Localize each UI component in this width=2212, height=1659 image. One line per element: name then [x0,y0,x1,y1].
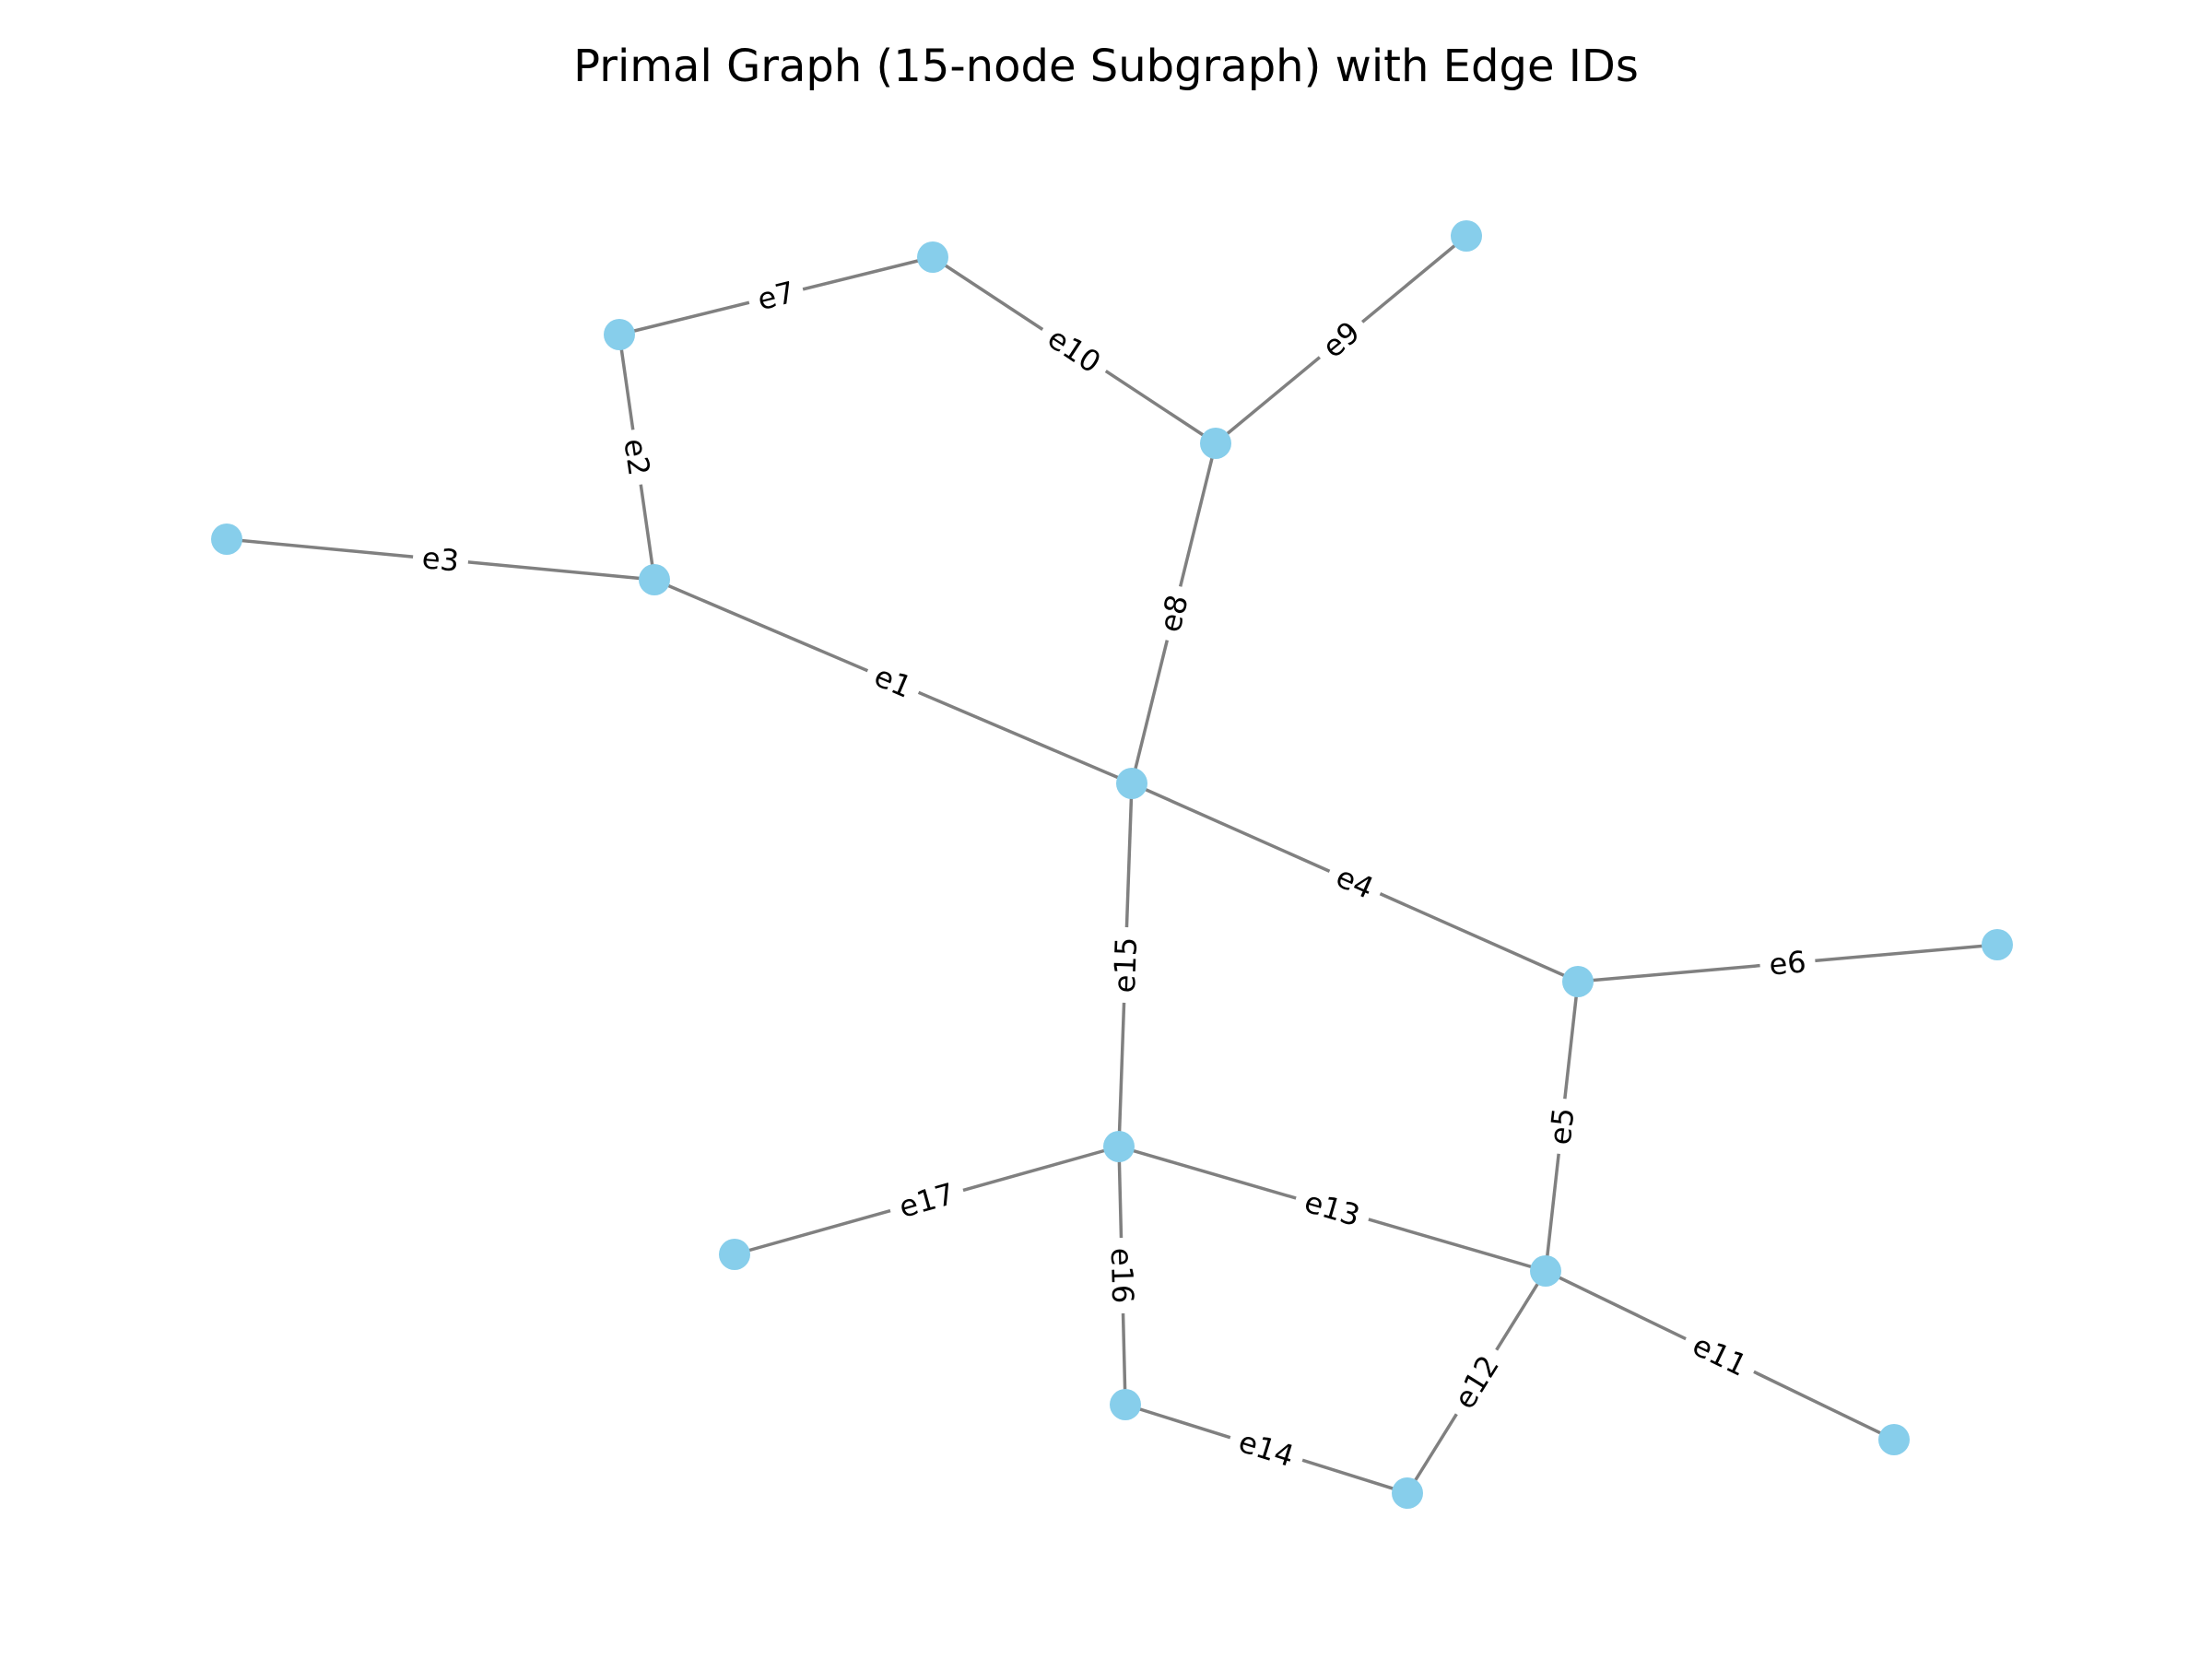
edge-label-background [1032,313,1116,387]
edge-label-background [885,1172,969,1229]
edge-label-e15: e15 [1107,936,1144,994]
edge-label-e8: e8 [1152,592,1194,636]
edge-label-background [1677,1322,1762,1389]
graph-node-n12 [719,1239,750,1270]
edge-label-e16: e16 [1104,1247,1140,1303]
edge-label-group-e4: e4 [1322,854,1388,911]
diagram-title: Primal Graph (15-node Subgraph) with Edg… [573,41,1639,92]
edge-label-background [1758,942,1818,984]
edge-label-group-e9: e9 [1308,307,1374,372]
edge-label-group-e3: e3 [411,538,470,581]
graph-node-n16 [1110,1389,1141,1420]
edge-label-group-e13: e13 [1290,1180,1374,1238]
edge-label-e2: e2 [617,436,656,477]
edge-label-group-e16: e16 [1102,1237,1142,1314]
graph-node-n6 [1200,428,1231,459]
edge-label-background [1322,854,1388,911]
graph-node-n2 [604,319,635,350]
nodes-layer [211,220,2013,1509]
edge-label-e14: e14 [1234,1424,1298,1474]
edge-label-e13: e13 [1300,1184,1364,1233]
edge-label-group-e1: e1 [860,653,926,710]
graph-node-n7 [1116,768,1147,799]
edge-label-group-e17: e17 [885,1172,969,1229]
edge-label-group-e2: e2 [614,427,660,488]
edge-label-background [1105,926,1146,1004]
edge-label-group-e6: e6 [1758,942,1818,984]
edge-label-group-e10: e10 [1032,313,1116,387]
edge-label-background [614,427,660,488]
graph-node-n13 [1530,1255,1561,1287]
edge-label-background [1308,307,1374,372]
edge-label-group-e11: e11 [1677,1322,1762,1389]
graph-node-n8 [1982,929,2013,960]
edge-label-group-e12: e12 [1441,1340,1512,1424]
edge-label-background [1148,582,1199,645]
edge-label-background [1441,1340,1512,1424]
graph-node-n17 [1392,1477,1423,1509]
edge-label-group-e5: e5 [1540,1096,1583,1157]
graph-node-n3 [1451,220,1482,252]
edge-label-e6: e6 [1768,944,1807,982]
edge-label-background [1224,1419,1309,1478]
edge-labels-layer: e1 e2 e3 e4 e5 e6 e7 e8 e9 e10 e11 e12 e13 e14 e15 e16 e… [411,271,1818,1478]
edge-label-background [411,538,470,581]
edge-label-background [1102,1237,1142,1314]
edge-label-e3: e3 [420,540,460,579]
edge-label-background [1540,1096,1583,1157]
graph-node-n15 [1878,1424,1910,1455]
edge-label-e7: e7 [754,275,798,317]
edge-label-group-e14: e14 [1224,1419,1309,1478]
graph-node-n11 [1103,1131,1135,1162]
edge-label-group-e15: e15 [1105,926,1146,1004]
edge-label-e17: e17 [895,1176,958,1225]
edge-label-background [860,653,926,710]
graph-node-n4 [211,524,242,555]
graph-node-n1 [917,241,948,273]
edge-label-group-e8: e8 [1148,582,1199,645]
graph-node-n9 [1562,966,1594,997]
edge-label-background [1290,1180,1374,1238]
edge-label-background [745,271,807,321]
graph-node-n5 [639,564,670,595]
edge-label-e5: e5 [1542,1106,1581,1147]
edge-label-group-e7: e7 [745,271,807,321]
